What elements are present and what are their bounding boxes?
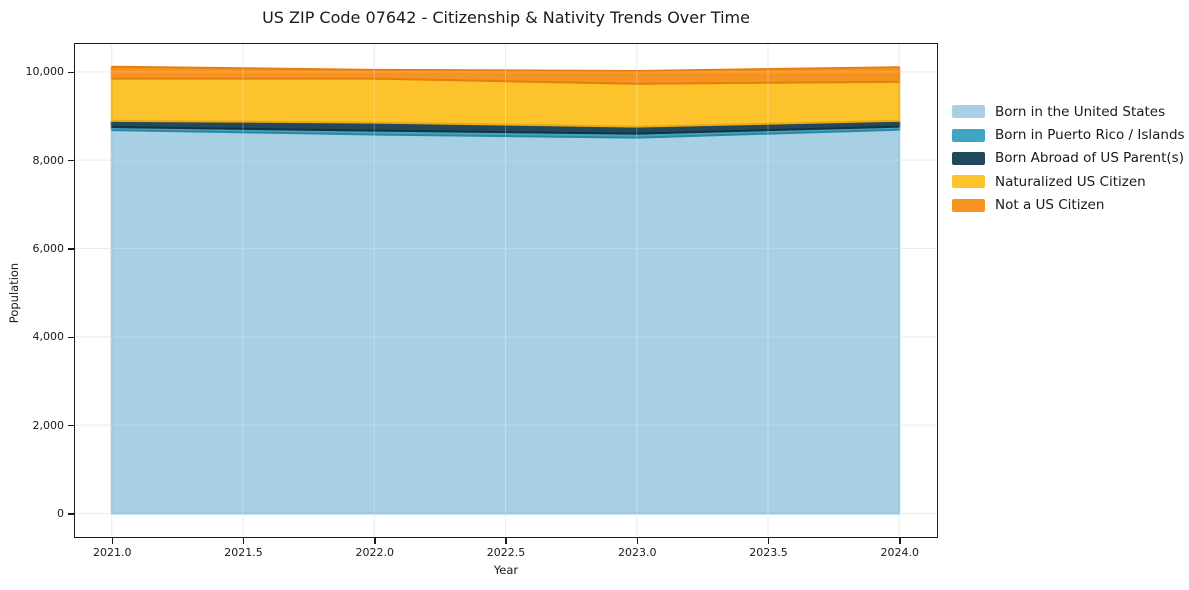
legend-item: Born in the United States: [952, 100, 1185, 123]
legend-swatch-icon: [952, 151, 985, 165]
area-not-a-us-citizen: [110, 65, 901, 85]
y-axis-label: Population: [7, 262, 21, 324]
x-tick-label: 2022.0: [355, 546, 395, 559]
x-tick-label: 2021.5: [224, 546, 263, 559]
y-tick-mark: [68, 71, 74, 74]
x-tick-mark: [111, 538, 113, 544]
x-tick-mark: [899, 538, 901, 544]
x-tick-label: 2021.0: [93, 546, 132, 559]
legend-label: Born Abroad of US Parent(s): [995, 150, 1184, 167]
legend-label: Born in the United States: [995, 103, 1166, 120]
x-tick-label: 2022.5: [486, 546, 526, 559]
legend-label: Naturalized US Citizen: [995, 173, 1146, 190]
x-tick-label: 2024.0: [880, 546, 920, 559]
y-tick-label: 10,000: [25, 65, 65, 79]
y-tick-label: 2,000: [32, 418, 65, 432]
legend-item: Born in Puerto Rico / Islands: [952, 123, 1185, 146]
x-tick-mark: [242, 538, 245, 544]
y-tick-label: 0: [57, 506, 64, 520]
stacked-area-chart: [75, 44, 936, 536]
legend-swatch-icon: [952, 175, 985, 189]
x-axis-label: Year: [493, 563, 519, 577]
y-tick-mark: [68, 336, 74, 339]
legend-swatch-icon: [952, 105, 985, 119]
y-tick-mark: [68, 513, 74, 515]
y-tick-mark: [68, 248, 74, 250]
y-tick-label: 4,000: [32, 330, 65, 344]
y-tick-label: 8,000: [32, 153, 65, 167]
y-tick-mark: [68, 424, 74, 427]
legend-label: Born in Puerto Rico / Islands: [995, 127, 1185, 144]
x-tick-mark: [767, 538, 770, 544]
x-tick-mark: [505, 538, 507, 544]
x-tick-mark: [374, 538, 376, 544]
legend-swatch-icon: [952, 128, 985, 142]
legend-swatch-icon: [952, 198, 985, 212]
legend-item: Not a US Citizen: [952, 194, 1185, 217]
legend-item: Naturalized US Citizen: [952, 170, 1185, 193]
x-tick-label: 2023.5: [749, 546, 788, 559]
legend-item: Born Abroad of US Parent(s): [952, 147, 1185, 170]
y-tick-label: 6,000: [32, 241, 65, 255]
chart-title: US ZIP Code 07642 - Citizenship & Nativi…: [262, 8, 750, 27]
legend: Born in the United States Born in Puerto…: [952, 100, 1185, 217]
y-tick-mark: [68, 159, 74, 162]
plot-area: [74, 43, 938, 538]
x-tick-mark: [636, 538, 638, 544]
x-tick-label: 2023.0: [618, 546, 657, 559]
legend-label: Not a US Citizen: [995, 197, 1105, 214]
